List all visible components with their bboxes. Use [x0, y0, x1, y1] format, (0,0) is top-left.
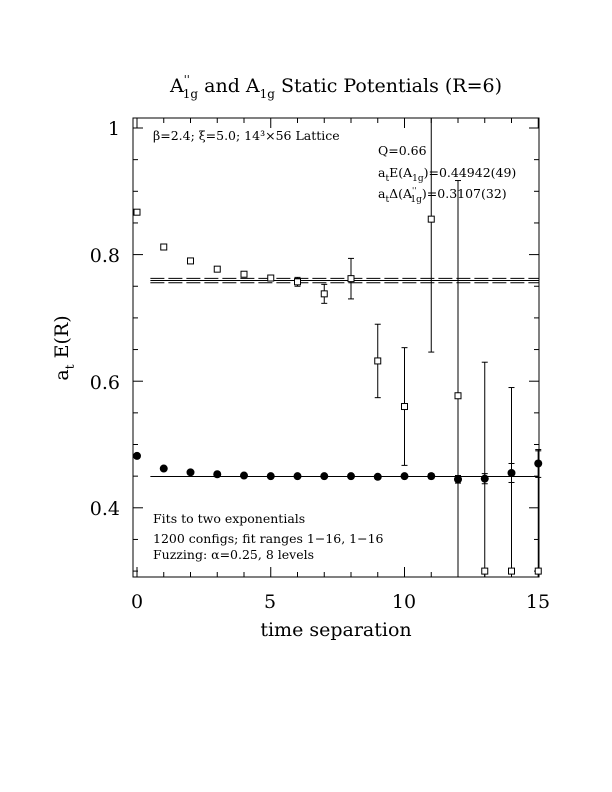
x-tick-label-10: 10 [392, 591, 416, 613]
fits-annotation: Fits to two exponentials [153, 511, 305, 526]
data-point-square [294, 278, 301, 286]
energy-annotation: atE(A1g)=0.44942(49) [378, 165, 516, 184]
data-point-circle [480, 474, 489, 483]
x-axis-label: time separation [260, 619, 411, 641]
y-tick-label-0.8: 0.8 [90, 245, 120, 267]
plot-frame [132, 117, 540, 578]
x-tick-label-5: 5 [264, 591, 276, 613]
configs-annotation: 1200 configs; fit ranges 1−16, 1−16 [153, 531, 384, 546]
data-point-square [187, 257, 194, 265]
data-point-square [320, 290, 328, 298]
y-tick-label-0.4: 0.4 [90, 498, 120, 520]
data-point-circle [266, 472, 275, 481]
y-tick-label-0.6: 0.6 [90, 372, 120, 394]
data-point-square [213, 265, 221, 273]
data-point-square [427, 215, 435, 223]
y-tick-label-1: 1 [108, 118, 120, 140]
fuzzing-annotation: Fuzzing: α=0.25, 8 levels [153, 547, 314, 562]
q-annotation: Q=0.66 [378, 143, 427, 158]
data-point-circle [427, 472, 436, 481]
data-point-circle [400, 472, 409, 481]
data-point-circle [240, 471, 248, 480]
y-axis-label: at E(R) [51, 315, 77, 380]
data-point-circle [133, 451, 141, 460]
data-point-circle [454, 475, 462, 484]
gap-annotation: atΔ(A'' 1g)=0.3107(32) [378, 186, 507, 205]
data-point-circle [213, 470, 222, 479]
data-point-circle [347, 472, 355, 481]
data-point-circle [186, 468, 195, 477]
data-point-square [481, 567, 489, 575]
data-point-square [347, 275, 355, 283]
data-point-circle [293, 472, 302, 481]
fit-lines [150, 277, 539, 478]
data-point-circle [373, 472, 382, 481]
data-point-square [160, 243, 168, 251]
x-tick-label-15: 15 [526, 591, 550, 613]
data-point-circle [159, 464, 168, 473]
data-point-square [401, 403, 408, 411]
data-point-square [267, 274, 275, 282]
chart-title: A'' 1g and A1g Static Potentials (R=6) [169, 73, 502, 101]
data-point-square [133, 208, 141, 216]
data-point-square [534, 567, 542, 575]
data-point-circle [534, 459, 543, 468]
data-point-square [374, 357, 382, 365]
data-marks [133, 118, 543, 577]
data-point-circle [507, 468, 516, 477]
data-point-square [240, 270, 248, 278]
data-point-square [454, 392, 462, 400]
axis-ticks [133, 118, 539, 577]
x-tick-label-0: 0 [131, 591, 143, 613]
data-point-square [508, 567, 515, 575]
lattice-annotation: β=2.4; ξ=5.0; 14³×56 Lattice [153, 128, 340, 143]
data-point-circle [320, 472, 329, 481]
